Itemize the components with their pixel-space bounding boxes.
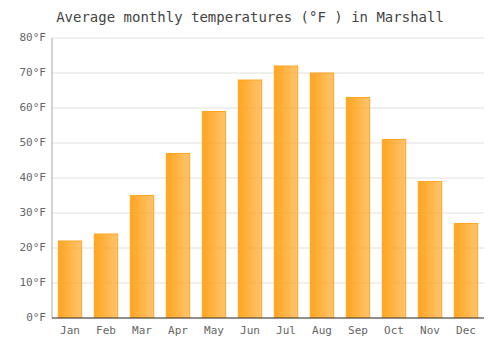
bar xyxy=(274,66,297,318)
bar xyxy=(58,241,81,318)
x-tick-label: Apr xyxy=(168,324,188,337)
x-tick-label: Nov xyxy=(420,324,440,337)
grid-line xyxy=(52,73,484,74)
y-tick-label: 0°F xyxy=(26,311,46,324)
y-tick-label: 60°F xyxy=(20,101,47,114)
y-axis-line xyxy=(52,38,53,318)
y-tick-label: 10°F xyxy=(20,276,47,289)
bar xyxy=(310,73,333,318)
x-tick-label: May xyxy=(204,324,224,337)
grid xyxy=(52,38,484,318)
y-tick-label: 70°F xyxy=(20,66,47,79)
bar xyxy=(94,234,117,318)
bar xyxy=(346,98,369,319)
y-tick-label: 20°F xyxy=(20,241,47,254)
grid-line xyxy=(52,108,484,109)
x-tick-label: Feb xyxy=(96,324,116,337)
x-tick-label: Aug xyxy=(312,324,332,337)
bars xyxy=(58,66,477,318)
x-tick-label: Dec xyxy=(456,324,476,337)
chart-container: 0°F 10°F 20°F 30°F 40°F 50°F 60°F 70°F 80°F Jan Fe… xyxy=(0,0,500,350)
y-tick-label: 30°F xyxy=(20,206,47,219)
bar xyxy=(130,196,153,319)
bar xyxy=(202,112,225,319)
x-axis: Jan Feb Mar Apr May Jun Jul Aug Sep Oct Nov Dec xyxy=(52,318,484,337)
grid-line xyxy=(52,318,484,319)
y-axis: 0°F 10°F 20°F 30°F 40°F 50°F 60°F 70°F 80°F xyxy=(20,31,53,324)
x-axis-line xyxy=(52,318,484,319)
x-tick-label: Mar xyxy=(132,324,152,337)
x-tick-label: Jan xyxy=(60,324,80,337)
x-tick-label: Jul xyxy=(276,324,296,337)
x-tick-label: Sep xyxy=(348,324,368,337)
grid-line xyxy=(52,38,484,39)
bar xyxy=(382,140,405,319)
grid-line xyxy=(52,178,484,179)
title: Average monthly temperatures (°F ) in Ma… xyxy=(56,9,444,25)
bar xyxy=(418,182,441,319)
bar xyxy=(454,224,477,319)
y-tick-label: 40°F xyxy=(20,171,47,184)
x-tick-label: Oct xyxy=(384,324,404,337)
grid-line xyxy=(52,143,484,144)
bar xyxy=(166,154,189,319)
bar xyxy=(238,80,261,318)
x-tick-label: Jun xyxy=(240,324,260,337)
chart-svg: 0°F 10°F 20°F 30°F 40°F 50°F 60°F 70°F 80°F Jan Fe… xyxy=(0,0,500,350)
y-tick-label: 50°F xyxy=(20,136,47,149)
y-tick-label: 80°F xyxy=(20,31,47,44)
